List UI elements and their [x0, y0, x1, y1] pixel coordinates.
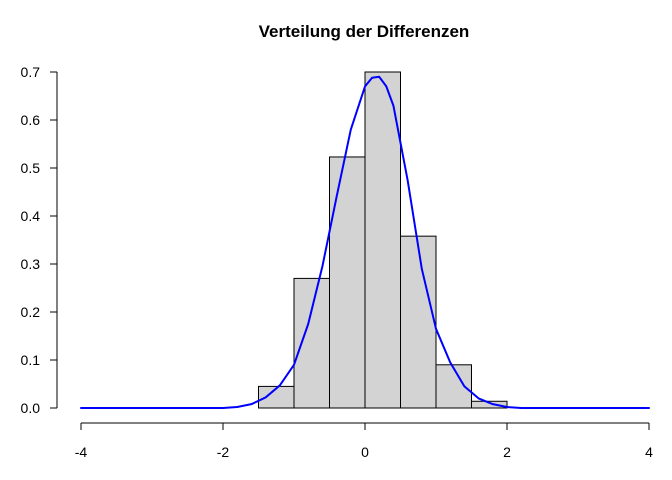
density-curve-layer	[80, 75, 650, 409]
y-tick-label: 0.3	[21, 256, 41, 272]
histogram-bar	[293, 277, 330, 409]
histogram-bar	[471, 400, 508, 409]
y-tick-label: 0.5	[21, 160, 41, 176]
x-tick-label: 0	[361, 444, 369, 460]
x-axis: -4 -2 0 2 4	[75, 422, 653, 460]
y-tick-label: 0.2	[21, 304, 41, 320]
density-curve	[80, 75, 650, 409]
x-tick-label: 4	[645, 444, 653, 460]
histogram-bar	[400, 235, 437, 409]
y-tick-label: 0.7	[21, 64, 41, 80]
y-tick-label: 0.1	[21, 352, 41, 368]
y-tick-label: 0.6	[21, 112, 41, 128]
histogram-bar	[435, 364, 472, 409]
x-tick-label: -4	[75, 444, 88, 460]
y-tick-label: 0.0	[21, 400, 41, 416]
histogram-bar	[364, 71, 401, 409]
x-tick-label: 2	[503, 444, 511, 460]
y-tick-label: 0.4	[21, 208, 41, 224]
y-axis: 0.0 0.1 0.2 0.3 0.4 0.5 0.6 0.7	[21, 64, 58, 416]
x-tick-label: -2	[217, 444, 230, 460]
histogram-bar	[329, 156, 366, 409]
chart-title: Verteilung der Differenzen	[259, 22, 470, 41]
